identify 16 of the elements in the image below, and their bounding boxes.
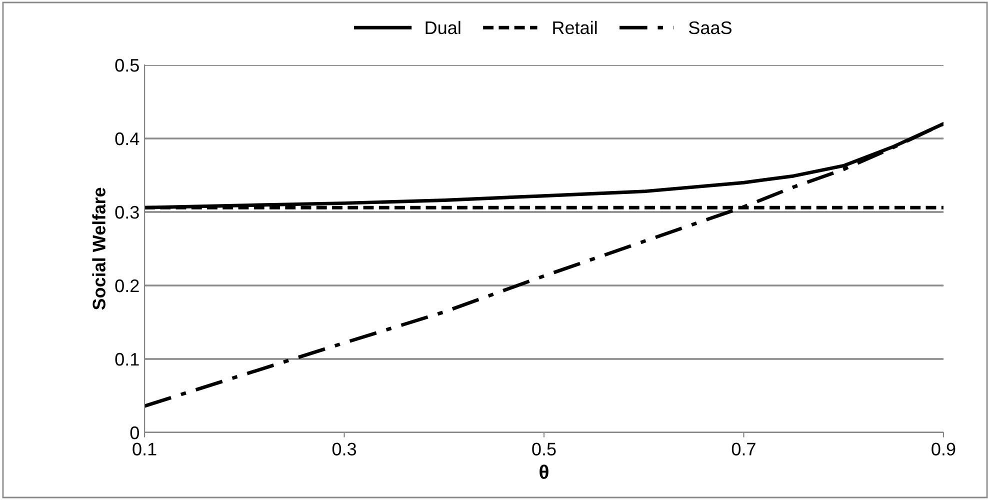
x-tick-label: 0.3 — [332, 442, 356, 456]
legend-label: Retail — [553, 20, 597, 34]
legend-label: Dual — [426, 20, 460, 34]
x-tick-label: 0.1 — [132, 442, 156, 456]
y-tick-label: 0.4 — [115, 132, 140, 146]
x-tick-label: 0.9 — [932, 442, 956, 456]
y-tick-label: 0.5 — [115, 58, 139, 72]
y-axis-title: Social Welfare — [92, 188, 106, 310]
y-tick-label: 0.1 — [115, 352, 139, 366]
x-tick-label: 0.5 — [532, 442, 556, 456]
y-tick-label: 0 — [130, 426, 139, 440]
y-tick-label: 0.2 — [115, 279, 139, 292]
y-tick-label: 0.3 — [115, 206, 139, 219]
legend-label: SaaS — [688, 21, 732, 34]
x-axis-title: θ — [540, 464, 548, 479]
x-tick-label: 0.7 — [732, 442, 756, 456]
